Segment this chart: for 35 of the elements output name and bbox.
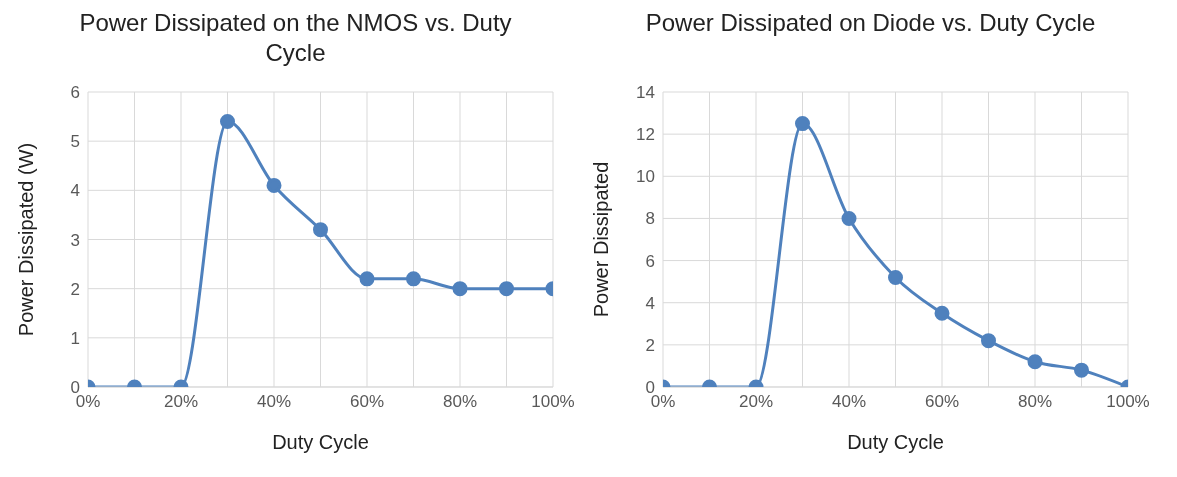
chart-title: Power Dissipated on Diode vs. Duty Cycle [644,8,1097,38]
y-tick-label: 3 [70,230,80,250]
x-tick-label: 20% [163,392,199,412]
x-axis-title: Duty Cycle [272,431,369,453]
y-tick-label: 2 [645,335,655,355]
y-tick-label: 6 [70,83,80,103]
x-tick-label: 100% [1106,392,1150,412]
x-tick-label: 80% [1017,392,1053,412]
x-tick-label: 0% [650,392,676,412]
x-tick-label: 0% [75,392,101,412]
x-tick-label: 40% [256,392,292,412]
y-tick-label: 1 [70,328,80,348]
x-tick-label: 20% [738,392,774,412]
point [888,269,903,285]
x-axis-title: Duty Cycle [847,431,944,453]
point [795,116,810,132]
y-tick-label: 12 [636,125,655,145]
x-tick-label: 40% [831,392,867,412]
y-tick-label: 2 [70,279,80,299]
y-tick-label: 8 [645,209,655,229]
x-tick-label: 60% [349,392,385,412]
x-tick-label: 80% [442,392,478,412]
x-tick-label: 60% [924,392,960,412]
y-tick-label: 4 [70,181,80,201]
point [934,305,950,321]
y-axis-title: Power Dissipated (W) [15,142,38,337]
y-tick-label: 14 [636,83,655,103]
y-tick-label: 10 [636,167,655,187]
x-tick-label: 100% [531,392,575,412]
point [841,210,857,226]
y-tick-label: 4 [645,293,655,313]
y-tick-label: 5 [70,132,80,152]
y-tick-label: 6 [645,251,655,271]
chart-title: Power Dissipated on the NMOS vs. Duty Cycle [78,8,513,68]
y-axis-title: Power Dissipated [590,161,613,318]
